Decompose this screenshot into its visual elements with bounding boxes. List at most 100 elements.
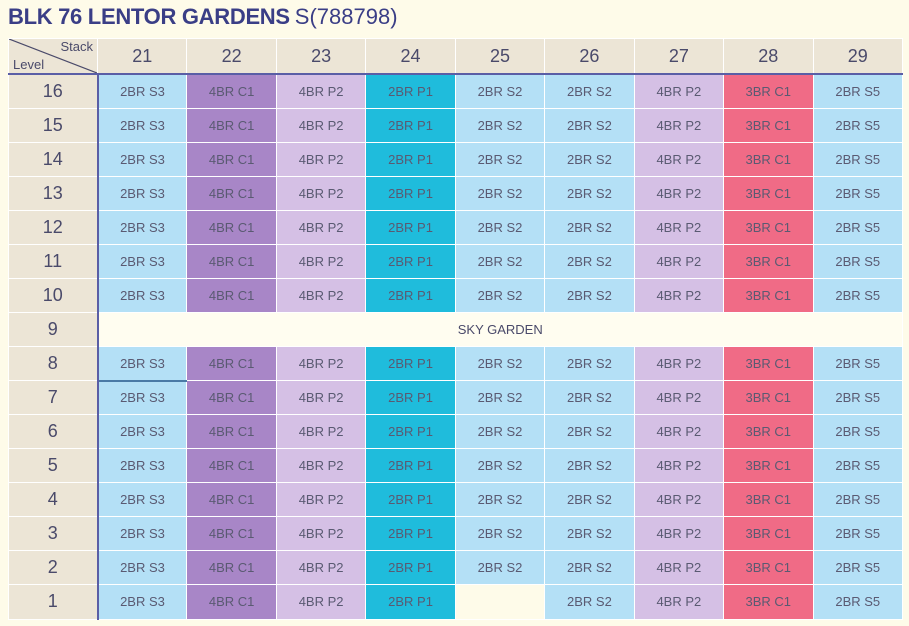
unit-cell[interactable]: 2BR P1 [365,73,456,109]
unit-cell[interactable]: 2BR P1 [365,482,456,518]
unit-cell[interactable]: 4BR P2 [275,277,367,313]
unit-cell[interactable]: 2BR S5 [812,73,903,109]
unit-cell[interactable]: 2BR S3 [96,516,188,552]
unit-cell[interactable]: 3BR C1 [723,107,814,143]
unit-cell[interactable]: 2BR S3 [96,107,188,143]
unit-cell[interactable]: 4BR C1 [186,243,277,279]
unit-cell[interactable]: 2BR S2 [544,550,635,586]
unit-cell[interactable]: 4BR C1 [186,73,277,109]
unit-cell[interactable]: 2BR S5 [812,516,903,552]
unit-cell[interactable]: 2BR S2 [454,448,546,484]
unit-cell[interactable]: 2BR S2 [544,345,635,382]
unit-cell[interactable]: 3BR C1 [723,380,814,416]
unit-cell[interactable]: 3BR C1 [723,243,814,279]
unit-cell[interactable]: 2BR S2 [454,209,546,245]
unit-cell[interactable]: 2BR S2 [544,277,635,313]
unit-cell[interactable]: 2BR S3 [96,243,188,279]
unit-cell[interactable]: 2BR S3 [96,380,188,416]
unit-cell[interactable]: 2BR S2 [454,107,546,143]
unit-cell[interactable]: 2BR S5 [812,482,903,518]
unit-cell[interactable]: 2BR P1 [365,345,456,382]
unit-cell[interactable]: 4BR P2 [275,482,367,518]
unit-cell[interactable]: 2BR S2 [544,107,635,143]
unit-cell[interactable]: 3BR C1 [723,414,814,450]
unit-cell[interactable]: 2BR S2 [454,550,546,586]
unit-cell[interactable]: 2BR S2 [454,345,546,382]
unit-cell[interactable]: 2BR P1 [365,209,456,245]
unit-cell[interactable]: 2BR S2 [544,243,635,279]
unit-cell[interactable]: 3BR C1 [723,448,814,484]
unit-cell[interactable]: 4BR C1 [186,550,277,586]
unit-cell[interactable]: 4BR C1 [186,141,277,177]
unit-cell[interactable]: 2BR S2 [544,584,635,620]
unit-cell[interactable]: 2BR S3 [96,141,188,177]
unit-cell[interactable]: 2BR S2 [544,141,635,177]
unit-cell[interactable]: 2BR S5 [812,414,903,450]
unit-cell[interactable]: 4BR P2 [633,277,725,313]
unit-cell[interactable]: 2BR S2 [544,414,635,450]
unit-cell[interactable]: 4BR P2 [275,448,367,484]
unit-cell[interactable]: 4BR P2 [275,141,367,177]
unit-cell[interactable]: 2BR S3 [96,414,188,450]
unit-cell[interactable]: 4BR P2 [633,345,725,382]
unit-cell[interactable]: 4BR C1 [186,209,277,245]
unit-cell[interactable]: 2BR S2 [544,209,635,245]
unit-cell[interactable]: 4BR P2 [633,482,725,518]
unit-cell[interactable]: 2BR S5 [812,345,903,382]
unit-cell[interactable]: 2BR S2 [454,73,546,109]
unit-cell[interactable]: 2BR S3 [96,209,188,245]
unit-cell[interactable]: 4BR C1 [186,448,277,484]
unit-cell[interactable]: 4BR P2 [275,73,367,109]
unit-cell[interactable]: 2BR S5 [812,550,903,586]
unit-cell[interactable]: 2BR S2 [454,243,546,279]
unit-cell[interactable]: 2BR S3 [96,345,188,382]
unit-cell[interactable]: 4BR P2 [633,516,725,552]
unit-cell[interactable]: 3BR C1 [723,550,814,586]
unit-cell[interactable]: 2BR P1 [365,277,456,313]
unit-cell[interactable]: 2BR P1 [365,550,456,586]
unit-cell[interactable]: 2BR P1 [365,107,456,143]
unit-cell[interactable]: 2BR P1 [365,243,456,279]
unit-cell[interactable]: 4BR P2 [275,516,367,552]
unit-cell[interactable]: 2BR S2 [544,73,635,109]
unit-cell[interactable]: 2BR S2 [544,175,635,211]
unit-cell[interactable]: 2BR S3 [96,448,188,484]
unit-cell[interactable]: 2BR P1 [365,141,456,177]
unit-cell[interactable]: 4BR P2 [633,448,725,484]
unit-cell[interactable]: 4BR C1 [186,482,277,518]
unit-cell[interactable]: 3BR C1 [723,584,814,620]
unit-cell[interactable]: 4BR C1 [186,516,277,552]
unit-cell[interactable]: 2BR P1 [365,516,456,552]
unit-cell[interactable]: 2BR S3 [96,550,188,586]
unit-cell[interactable]: 4BR P2 [633,73,725,109]
unit-cell[interactable]: 2BR P1 [365,380,456,416]
unit-cell[interactable]: 4BR C1 [186,277,277,313]
unit-cell[interactable]: 2BR S5 [812,380,903,416]
unit-cell[interactable]: 3BR C1 [723,141,814,177]
unit-cell[interactable]: 2BR S2 [454,175,546,211]
unit-cell[interactable]: 4BR P2 [633,584,725,620]
unit-cell[interactable]: 4BR P2 [275,380,367,416]
unit-cell[interactable]: 3BR C1 [723,277,814,313]
unit-cell[interactable]: 2BR P1 [365,584,456,620]
unit-cell[interactable]: 2BR S2 [544,482,635,518]
unit-cell[interactable]: 2BR S5 [812,584,903,620]
unit-cell[interactable]: 2BR S2 [454,380,546,416]
unit-cell[interactable]: 4BR P2 [275,243,367,279]
unit-cell[interactable]: 2BR S2 [454,141,546,177]
unit-cell[interactable]: 2BR S3 [96,175,188,211]
unit-cell[interactable]: 3BR C1 [723,73,814,109]
unit-cell[interactable]: 4BR P2 [633,243,725,279]
unit-cell[interactable]: 2BR S2 [544,380,635,416]
unit-cell[interactable]: 2BR P1 [365,175,456,211]
unit-cell[interactable]: 4BR C1 [186,414,277,450]
unit-cell[interactable]: 2BR S2 [454,277,546,313]
unit-cell[interactable]: 3BR C1 [723,345,814,382]
unit-cell[interactable]: 4BR C1 [186,584,277,620]
unit-cell[interactable]: 2BR P1 [365,414,456,450]
unit-cell[interactable]: 4BR P2 [275,550,367,586]
unit-cell[interactable]: 4BR C1 [186,175,277,211]
unit-cell[interactable]: 3BR C1 [723,175,814,211]
unit-cell[interactable]: 4BR P2 [275,345,367,382]
unit-cell[interactable]: 2BR S5 [812,277,903,313]
